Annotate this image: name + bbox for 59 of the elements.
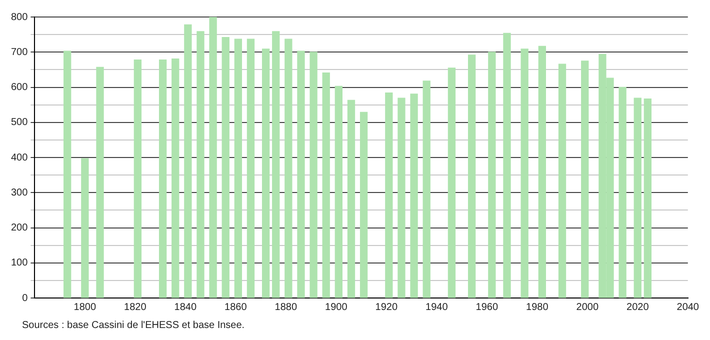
x-tick-label: 2040 [676, 302, 700, 313]
bar [196, 31, 204, 298]
bar [297, 50, 305, 298]
x-tick-label: 1980 [526, 302, 549, 313]
x-tick-label: 1800 [74, 302, 96, 313]
bar [222, 37, 230, 298]
y-tick-label: 600 [10, 82, 28, 93]
bar [262, 48, 270, 298]
bar [581, 60, 589, 298]
y-tick-label: 0 [22, 292, 28, 304]
x-tick-label: 2000 [576, 302, 599, 313]
bar [322, 72, 330, 298]
bar [246, 38, 255, 298]
bar [422, 80, 430, 298]
bar [158, 60, 167, 298]
bar [334, 86, 342, 298]
bar [448, 68, 456, 298]
bar [134, 60, 142, 298]
source-note: Sources : base Cassini de l'EHESS et base Insee. [21, 320, 246, 331]
bar [64, 50, 72, 298]
x-tick-label: 1860 [224, 302, 248, 313]
bar [234, 38, 242, 298]
y-tick-label: 500 [10, 117, 28, 128]
x-tick-label: 1840 [174, 302, 197, 313]
bar [488, 52, 496, 298]
bar [385, 92, 393, 298]
x-tick-label: 1900 [325, 302, 348, 313]
bar [538, 46, 546, 298]
bar [272, 31, 280, 298]
bar [81, 158, 89, 298]
bar [284, 38, 292, 298]
y-tick-label: 700 [10, 46, 28, 58]
bar [172, 58, 180, 298]
bar [634, 98, 642, 298]
bar [468, 54, 476, 298]
x-tick-label: 1880 [274, 302, 298, 313]
x-tick-label: 1940 [426, 302, 448, 313]
y-tick-label: 200 [10, 222, 28, 234]
x-tick-label: 2020 [626, 302, 650, 313]
bar [360, 112, 368, 298]
y-tick-label: 800 [10, 12, 28, 23]
y-tick-label: 100 [10, 258, 28, 269]
bar [618, 86, 626, 298]
bar [96, 66, 104, 298]
bar [310, 52, 318, 298]
bar [644, 98, 652, 298]
bar [184, 24, 192, 298]
x-tick-label: 1820 [124, 302, 147, 313]
bar [347, 100, 356, 298]
bar [410, 94, 418, 298]
bar [398, 98, 406, 298]
y-tick-label: 300 [10, 187, 28, 198]
bar [520, 48, 528, 298]
bar [209, 17, 217, 298]
bar [558, 64, 566, 298]
y-tick-label: 400 [10, 152, 28, 164]
x-tick-label: 1960 [476, 302, 498, 313]
bar [503, 32, 511, 298]
x-tick-label: 1920 [375, 302, 398, 313]
